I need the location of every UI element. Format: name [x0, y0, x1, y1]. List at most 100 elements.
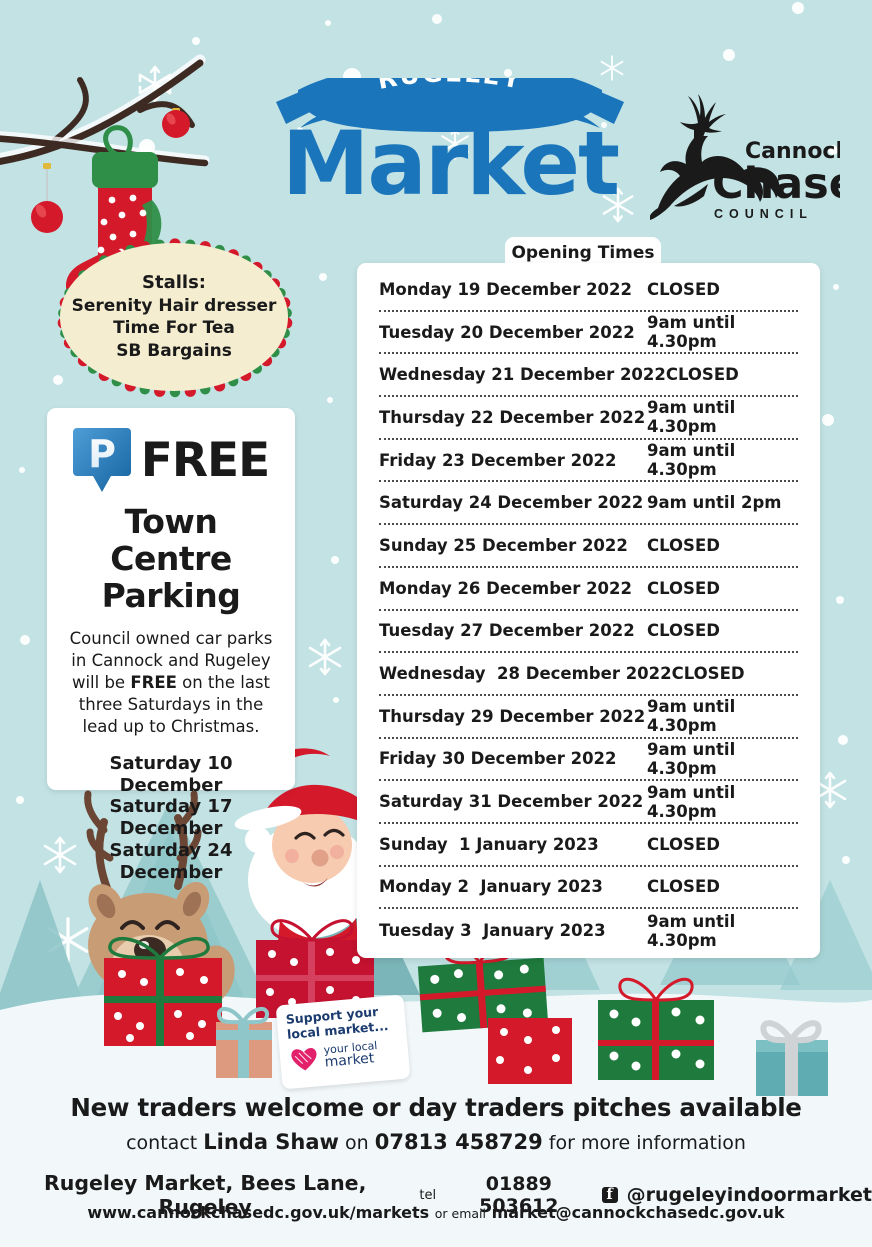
- opening-times-row: Saturday 31 December 2022 9am until 4.30p…: [379, 781, 798, 824]
- support-local-market-badge: Support your local market... your local …: [275, 994, 411, 1090]
- opening-times-value: CLOSED: [665, 365, 739, 385]
- opening-times-value: 9am until 4.30pm: [647, 441, 736, 480]
- opening-times-day: Tuesday 3 January 2023: [379, 921, 606, 941]
- opening-times-row: Monday 19 December 2022 CLOSED: [379, 269, 798, 312]
- opening-times-value: 9am until 4.30pm: [647, 911, 736, 950]
- stalls-item: Serenity Hair dresser: [71, 296, 277, 317]
- support-headline: Support your local market...: [285, 1003, 397, 1042]
- opening-times-row: Friday 30 December 2022 9am until 4.30pm: [379, 739, 798, 782]
- opening-times-value: CLOSED: [647, 877, 720, 897]
- contact-mid: on: [338, 1132, 375, 1154]
- parking-date: Saturday 24 December: [109, 840, 233, 884]
- free-parking-card: P FREE Town Centre Parking Council owned…: [47, 408, 295, 883]
- stalls-bubble: Stalls: Serenity Hair dresser Time For T…: [60, 243, 288, 391]
- your-local-market-logo: your local market: [288, 1037, 400, 1073]
- opening-times-value: CLOSED: [647, 578, 720, 598]
- opening-times-value: 9am until 4.30pm: [647, 782, 736, 821]
- opening-times-day: Friday 23 December 2022: [379, 450, 617, 470]
- parking-desc-pre: Council owned car parks in Cannock and R…: [69, 628, 273, 692]
- opening-times-row: Tuesday 3 January 2023 9am until 4.30pm: [379, 909, 798, 952]
- opening-times-day: Wednesday 28 December 2022: [379, 664, 672, 684]
- contact-pre: contact: [126, 1132, 204, 1154]
- opening-times-day: Tuesday 27 December 2022: [379, 621, 635, 641]
- address-line: Rugeley Market, Bees Lane, Rugeley tel 0…: [0, 1171, 872, 1219]
- opening-times-day: Monday 26 December 2022: [379, 578, 633, 598]
- leaping-deer-icon: [649, 94, 780, 220]
- opening-times-day: Thursday 22 December 2022: [379, 407, 646, 427]
- opening-times-value: CLOSED: [647, 834, 720, 854]
- opening-times-row: Monday 2 January 2023 CLOSED: [379, 867, 798, 910]
- opening-times-day: Saturday 31 December 2022: [379, 792, 644, 812]
- opening-times-value: 9am until 2pm: [647, 493, 782, 513]
- contact-line: contact Linda Shaw on 07813 458729 for m…: [0, 1130, 872, 1154]
- parking-heading: Town Centre Parking: [61, 502, 281, 615]
- opening-times-row: Thursday 22 December 2022 9am until 4.30p…: [379, 397, 798, 440]
- opening-times-day: Wednesday 21 December 2022: [379, 365, 666, 385]
- opening-times-value: CLOSED: [671, 664, 745, 684]
- facebook-icon[interactable]: [601, 1185, 618, 1203]
- opening-times-value: CLOSED: [647, 535, 720, 555]
- poster-header: RUGELEY Market Cannock Chase COUNCIL: [0, 78, 872, 228]
- web-email-line: www.cannockchasedc.gov.uk/markets or ema…: [0, 1203, 872, 1222]
- opening-times-day: Sunday 1 January 2023: [379, 834, 599, 854]
- email-address[interactable]: market@cannockchasedc.gov.uk: [491, 1203, 785, 1222]
- opening-times-row: Friday 23 December 2022 9am until 4.30pm: [379, 440, 798, 483]
- rugeley-ribbon: RUGELEY: [276, 78, 624, 132]
- council-line1: Cannock: [745, 139, 840, 164]
- opening-times-row: Saturday 24 December 2022 9am until 2pm: [379, 482, 798, 526]
- opening-times-day: Monday 19 December 2022: [379, 279, 633, 299]
- free-label: FREE: [140, 432, 271, 488]
- opening-times-day: Thursday 29 December 2022: [379, 706, 646, 726]
- opening-times-value: 9am until 4.30pm: [647, 697, 736, 736]
- opening-times-row: Wednesday 21 December 2022 CLOSED: [379, 354, 798, 398]
- parking-desc-free: FREE: [130, 672, 177, 692]
- email-label: or email: [434, 1206, 486, 1221]
- opening-times-row: Wednesday 28 December 2022 CLOSED: [379, 653, 798, 696]
- opening-times-value: 9am until 4.30pm: [647, 398, 736, 437]
- opening-times-day: Sunday 25 December 2022: [379, 535, 628, 555]
- contact-phone: 07813 458729: [374, 1130, 543, 1154]
- opening-times-value: 9am until 4.30pm: [647, 739, 736, 778]
- council-line2: Chase: [712, 159, 840, 209]
- parking-free-dates: Saturday 10 December Saturday 17 Decembe…: [61, 753, 281, 885]
- market-title: Market: [281, 112, 620, 215]
- new-traders-headline: New traders welcome or day traders pitch…: [70, 1093, 802, 1122]
- opening-times-row: Thursday 29 December 2022 9am until 4.30p…: [379, 696, 798, 739]
- opening-times-value: 9am until 4.30pm: [647, 313, 736, 352]
- parking-desc-post: on the last three Saturdays in the lead …: [78, 672, 271, 736]
- opening-times-card: Monday 19 December 2022 CLOSED Tuesday 20 …: [357, 263, 820, 958]
- parking-heading-line1: Town Centre: [110, 502, 232, 578]
- stalls-item: Time For Tea: [113, 318, 235, 339]
- council-logo: Cannock Chase COUNCIL: [649, 88, 858, 221]
- gift-boxes: [104, 919, 828, 1096]
- facebook-handle[interactable]: @rugeleyindoormarket: [626, 1184, 872, 1206]
- stalls-item: SB Bargains: [116, 340, 232, 361]
- stalls-title: Stalls:: [142, 272, 206, 294]
- website-url[interactable]: www.cannockchasedc.gov.uk/markets: [87, 1203, 430, 1222]
- opening-times-row: Tuesday 20 December 2022 9am until 4.30pm: [379, 312, 798, 355]
- market-address: Rugeley Market, Bees Lane, Rugeley: [43, 1171, 367, 1219]
- parking-heading-line2: Parking: [101, 575, 241, 615]
- opening-times-value: CLOSED: [647, 621, 720, 641]
- parking-date: Saturday 10 December: [109, 752, 233, 796]
- parking-p-pin-icon: P: [72, 426, 131, 494]
- opening-times-row: Sunday 1 January 2023 CLOSED: [379, 824, 798, 867]
- council-line3: COUNCIL: [714, 207, 813, 221]
- opening-times-day: Monday 2 January 2023: [379, 877, 603, 897]
- tel-label: tel: [419, 1187, 437, 1203]
- parking-description: Council owned car parks in Cannock and R…: [61, 628, 281, 738]
- opening-times-day: Saturday 24 December 2022: [379, 493, 644, 513]
- opening-times-day: Friday 30 December 2022: [379, 749, 617, 769]
- opening-times-row: Sunday 25 December 2022 CLOSED: [379, 525, 798, 568]
- svg-text:P: P: [88, 432, 116, 476]
- contact-post: for more information: [542, 1132, 746, 1154]
- opening-times-row: Monday 26 December 2022 CLOSED: [379, 568, 798, 611]
- opening-times-day: Tuesday 20 December 2022: [379, 322, 635, 342]
- parking-date: Saturday 17 December: [109, 796, 233, 840]
- opening-times-value: CLOSED: [647, 279, 720, 299]
- contact-name: Linda Shaw: [203, 1130, 339, 1154]
- opening-times-row: Tuesday 27 December 2022 CLOSED: [379, 611, 798, 654]
- brand-line2: market: [323, 1049, 375, 1071]
